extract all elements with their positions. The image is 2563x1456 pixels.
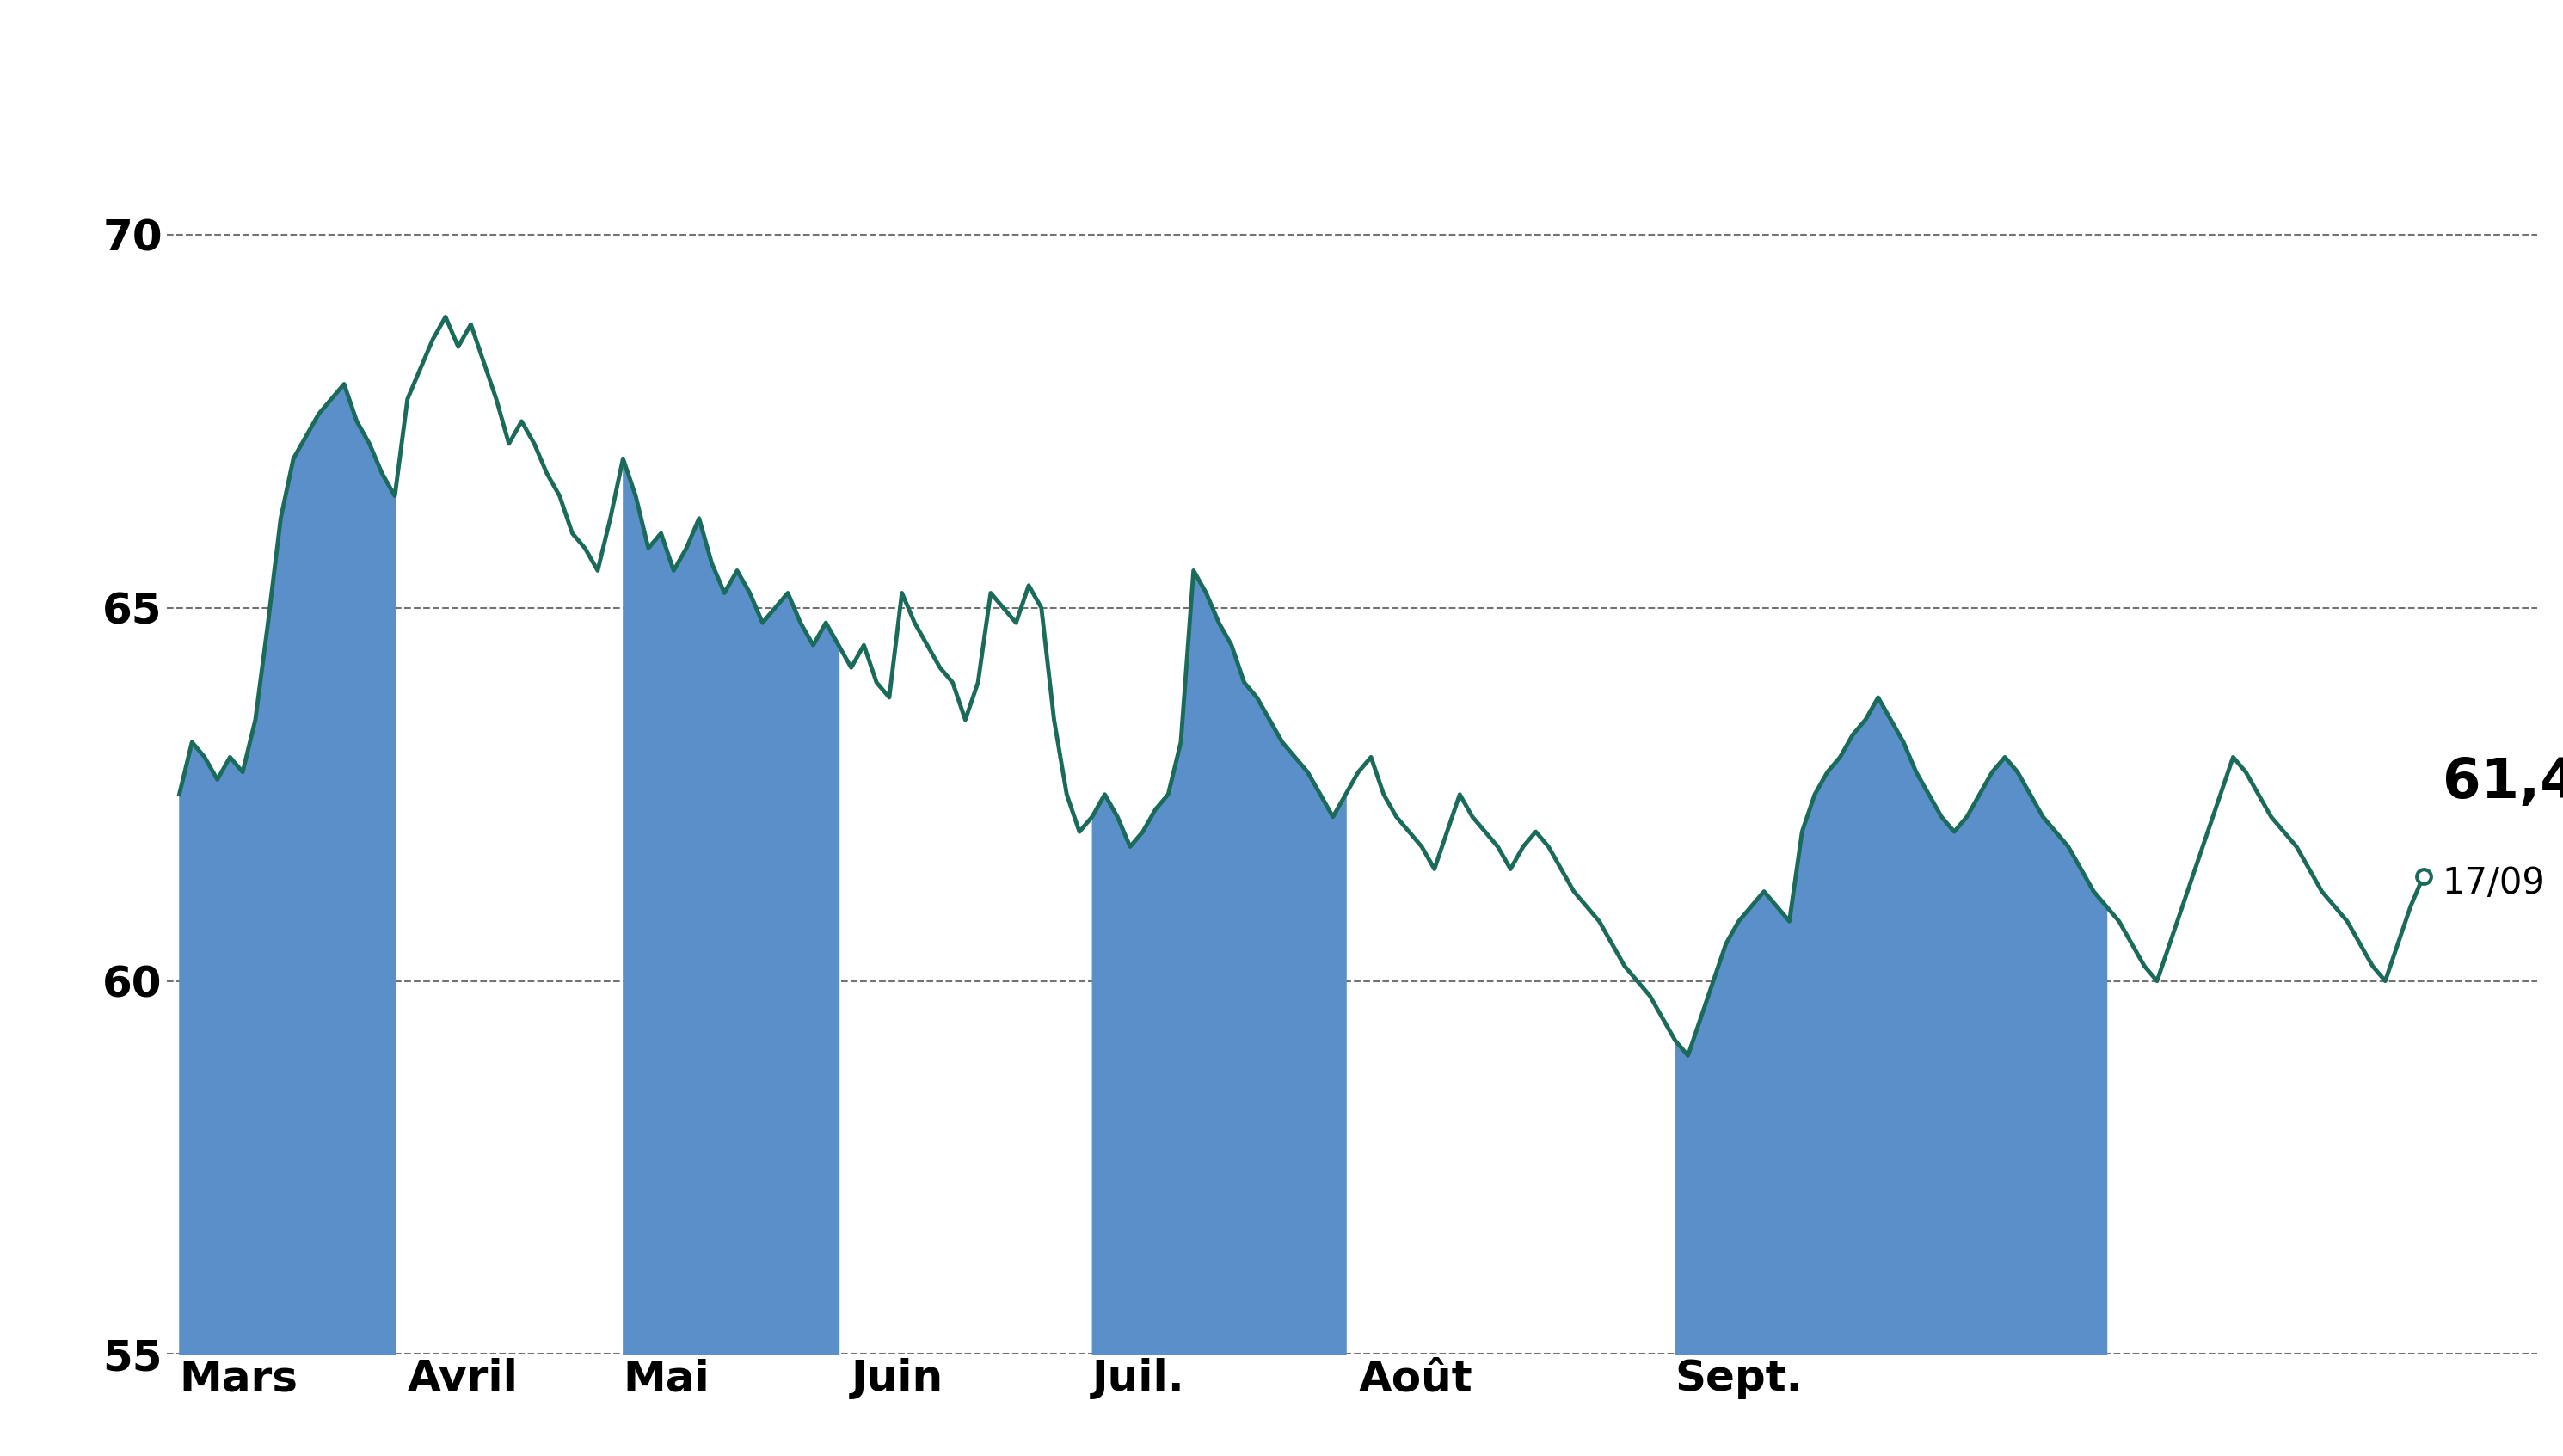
- Text: 17/09: 17/09: [2443, 865, 2545, 901]
- Text: TOTALENERGIES: TOTALENERGIES: [846, 16, 1717, 108]
- Text: 61,40: 61,40: [2443, 756, 2563, 810]
